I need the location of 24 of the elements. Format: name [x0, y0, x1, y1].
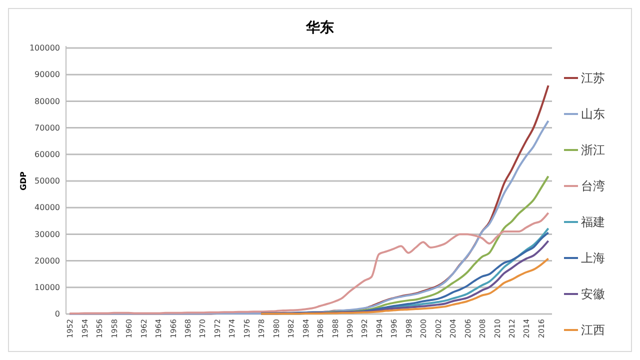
legend-label: 台湾: [581, 179, 605, 194]
legend-label: 安徽: [581, 287, 605, 302]
y-tick-label: 30000: [34, 230, 60, 239]
y-tick-label: 100000: [29, 44, 60, 53]
y-tick-label: 50000: [34, 176, 60, 186]
y-tick-label: 60000: [34, 150, 60, 159]
line-series: [68, 120, 550, 315]
y-tick-label: 0: [54, 310, 60, 319]
legend-label: 福建: [581, 215, 605, 230]
y-tick-label: 20000: [34, 256, 60, 266]
y-tick-label: 70000: [34, 123, 60, 132]
legend-label: 山东: [581, 107, 605, 122]
legend-label: 江西: [581, 323, 605, 338]
legend-label: 上海: [581, 251, 605, 266]
y-tick-label: 40000: [34, 203, 60, 212]
chart-title: 华东: [305, 19, 334, 36]
y-axis-title: GDP: [19, 171, 28, 191]
legend-label: 江苏: [581, 71, 605, 86]
legend-label: 浙江: [581, 143, 605, 158]
line-series: [260, 258, 550, 315]
y-tick-label: 80000: [34, 96, 60, 106]
y-tick-label: 10000: [34, 282, 60, 292]
line-series: [68, 212, 550, 314]
y-tick-label: 90000: [34, 70, 60, 80]
